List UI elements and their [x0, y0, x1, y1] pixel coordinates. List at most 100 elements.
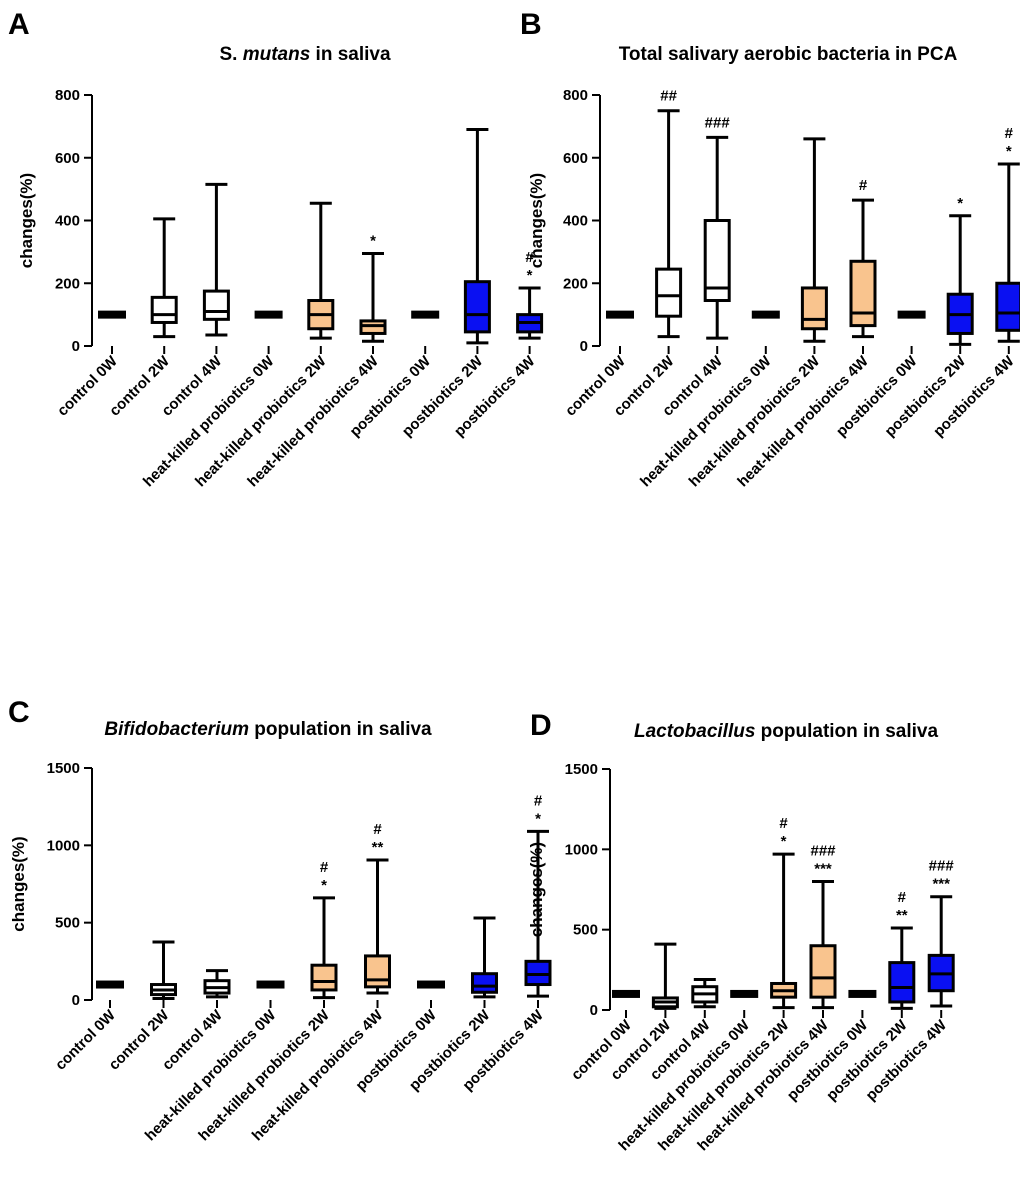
box-9: *#postbiotics 4W: [451, 249, 544, 440]
panel-d: D Lactobacillus population in saliva 0 500 1…: [527, 709, 955, 1154]
annotation-hash: ###: [705, 114, 731, 131]
y-tick-label: 1500: [47, 760, 80, 777]
box-iqr: [310, 963, 338, 992]
annotation-star: *: [781, 833, 787, 850]
annotation-hash: #: [898, 889, 907, 906]
y-tick-label: 800: [55, 87, 80, 104]
y-tick-label: 500: [55, 915, 80, 932]
box-iqr: [359, 319, 387, 335]
annotation-hash: ###: [810, 842, 836, 859]
box-iqr: [800, 286, 828, 331]
box-9: *#postbiotics 4W: [459, 792, 552, 1094]
panel-letter: D: [530, 709, 552, 742]
chart-title: Lactobacillus population in saliva: [634, 721, 938, 742]
chart-title-part: in saliva: [310, 44, 391, 65]
chart-title-part: population in saliva: [755, 721, 938, 742]
annotation-star: *: [527, 267, 533, 284]
y-axis-label: changes(%): [527, 842, 546, 937]
y-axis-label: changes(%): [9, 836, 28, 931]
annotation-star: **: [896, 907, 908, 924]
y-axis-label: changes(%): [17, 173, 36, 268]
box-flat-bar: [98, 310, 126, 319]
box-flat-bar: [897, 310, 926, 319]
annotation-hash: #: [525, 249, 534, 266]
y-tick-label: 200: [55, 275, 80, 292]
box-iqr: [364, 954, 391, 989]
panel-letter: C: [8, 696, 30, 729]
annotation-star: **: [372, 839, 384, 856]
box-2: control 2W: [106, 940, 177, 1074]
box-iqr: [463, 280, 491, 334]
chart-title-part: Lactobacillus: [634, 721, 755, 742]
chart-title-part: Total salivary aerobic bacteria in PCA: [619, 44, 958, 65]
annotation-hash: #: [373, 821, 382, 838]
box-iqr: [888, 961, 916, 1004]
annotation-hash: #: [859, 177, 868, 194]
box-iqr: [849, 259, 877, 328]
box-8: postbiotics 2W: [399, 128, 491, 440]
y-tick-label: 1000: [47, 837, 80, 854]
annotation-star: ***: [932, 876, 950, 893]
annotation-star: *: [1006, 143, 1012, 160]
annotation-star: *: [321, 877, 327, 894]
box-flat-bar: [254, 310, 283, 319]
chart-title-part: S.: [219, 44, 242, 65]
annotation-hash: ###: [929, 858, 955, 875]
y-tick-label: 600: [55, 150, 80, 167]
box-iqr: [202, 289, 230, 321]
box-flat-bar: [848, 989, 877, 998]
annotation-hash: #: [1005, 125, 1014, 142]
y-tick-label: 600: [563, 150, 588, 167]
box-flat-bar: [417, 980, 445, 989]
panel-b: B Total salivary aerobic bacteria in PCA 0…: [520, 8, 1020, 490]
box-flat-bar: [612, 989, 640, 998]
annotation-star: *: [957, 195, 963, 212]
annotation-hash: #: [320, 859, 329, 876]
y-tick-label: 0: [72, 992, 80, 1009]
y-tick-label: 0: [580, 338, 588, 355]
y-tick-label: 800: [563, 87, 588, 104]
panel-a: A S. mutans in saliva 0 200 400 600 800 changes…: [8, 8, 544, 490]
box-9: *#postbiotics 4W: [930, 125, 1020, 440]
y-axis-label: changes(%): [527, 173, 546, 268]
box-iqr: [471, 972, 498, 994]
y-tick-label: 500: [573, 922, 598, 939]
annotation-star: *: [535, 810, 541, 827]
box-iqr: [995, 281, 1020, 332]
chart-title-part: Bifidobacterium: [104, 719, 249, 740]
box-iqr: [150, 295, 178, 324]
y-tick-label: 400: [55, 213, 80, 230]
chart-title: Bifidobacterium population in saliva: [104, 719, 432, 740]
y-tick-label: 1500: [565, 761, 598, 778]
box-flat-bar: [256, 980, 285, 989]
box-iqr: [655, 267, 683, 318]
chart-title-part: mutans: [243, 44, 311, 65]
annotation-star: ***: [814, 860, 832, 877]
box-flat-bar: [606, 310, 634, 319]
annotation-hash: ##: [660, 88, 677, 105]
box-iqr: [809, 944, 837, 999]
chart-title: S. mutans in saliva: [219, 44, 391, 65]
box-flat-bar: [411, 310, 440, 319]
box-6: #heat-killed probiotics 4W: [734, 177, 877, 490]
panel-letter: A: [8, 8, 30, 41]
y-tick-label: 400: [563, 213, 588, 230]
annotation-star: *: [370, 232, 376, 249]
box-flat-bar: [751, 310, 780, 319]
chart-title: Total salivary aerobic bacteria in PCA: [619, 44, 958, 65]
annotation-hash: #: [534, 792, 543, 809]
annotation-hash: #: [779, 815, 788, 832]
y-tick-label: 1000: [565, 841, 598, 858]
box-iqr: [524, 959, 552, 987]
box-2: control 2W: [106, 217, 178, 420]
chart-title-part: population in saliva: [249, 719, 432, 740]
y-tick-label: 0: [590, 1002, 598, 1019]
box-5: heat-killed probiotics 2W: [192, 201, 335, 490]
box-flat-bar: [730, 989, 759, 998]
y-tick-label: 200: [563, 275, 588, 292]
y-tick-label: 0: [72, 338, 80, 355]
panel-c: C Bifidobacterium population in saliva 0 50…: [8, 696, 552, 1144]
panel-letter: B: [520, 8, 542, 41]
box-flat-bar: [96, 980, 124, 989]
